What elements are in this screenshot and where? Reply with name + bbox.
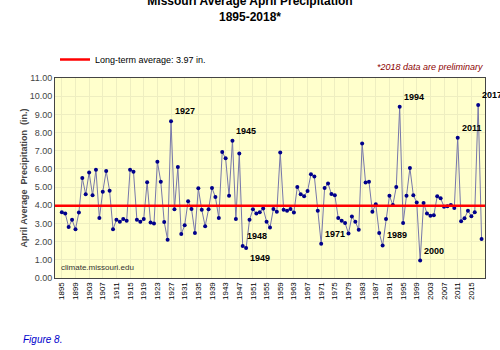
svg-text:climate.missouri.edu: climate.missouri.edu [61,263,134,272]
svg-text:5.00: 5.00 [35,182,53,192]
svg-text:11.00: 11.00 [30,73,52,83]
svg-text:1995: 1995 [399,282,408,300]
svg-text:1963: 1963 [289,282,298,300]
svg-text:1895: 1895 [57,282,66,300]
svg-text:1915: 1915 [126,282,135,300]
svg-text:1948: 1948 [247,231,267,241]
svg-text:1923: 1923 [153,282,162,300]
svg-text:10.00: 10.00 [30,91,53,101]
svg-text:1949: 1949 [250,253,270,263]
svg-text:1951: 1951 [249,282,258,300]
svg-text:1907: 1907 [98,282,107,300]
svg-text:1959: 1959 [276,282,285,300]
svg-text:1975: 1975 [330,282,339,300]
svg-text:1983: 1983 [358,282,367,300]
svg-text:1919: 1919 [139,282,148,300]
svg-text:1967: 1967 [303,282,312,300]
svg-text:2017: 2017 [482,90,500,100]
svg-text:*2018 data are preliminary: *2018 data are preliminary [377,62,483,72]
svg-text:1994: 1994 [404,92,424,102]
svg-text:6.00: 6.00 [35,164,53,174]
svg-text:1947: 1947 [235,282,244,300]
svg-text:2007: 2007 [440,282,449,300]
svg-text:1927: 1927 [167,282,176,300]
svg-text:1911: 1911 [112,282,121,300]
svg-text:2011: 2011 [453,282,462,300]
svg-text:Missouri Average April Precipi: Missouri Average April Precipitation1895… [147,0,352,24]
svg-text:1943: 1943 [221,282,230,300]
svg-text:1945: 1945 [236,126,256,136]
svg-text:1935: 1935 [194,282,203,300]
svg-text:2000: 2000 [424,246,444,256]
svg-text:Figure 8.: Figure 8. [23,334,62,345]
svg-text:1991: 1991 [385,282,394,300]
svg-text:April Average Precipitation: April Average Precipitation (in.) [19,109,29,248]
svg-text:1955: 1955 [262,282,271,300]
svg-text:1971: 1971 [325,229,345,239]
svg-text:0.00: 0.00 [35,273,53,283]
svg-text:1899: 1899 [71,282,80,300]
svg-text:1903: 1903 [85,282,94,300]
svg-text:1999: 1999 [412,282,421,300]
svg-text:2015: 2015 [467,282,476,300]
svg-text:1927: 1927 [175,106,195,116]
svg-text:3.00: 3.00 [35,219,53,229]
svg-text:2003: 2003 [426,282,435,300]
svg-text:2.00: 2.00 [35,237,53,247]
svg-text:2011: 2011 [462,123,482,133]
svg-text:1987: 1987 [371,282,380,300]
svg-text:1979: 1979 [344,282,353,300]
svg-text:4.00: 4.00 [35,200,53,210]
svg-text:1989: 1989 [387,230,407,240]
svg-text:1.00: 1.00 [35,255,53,265]
svg-text:9.00: 9.00 [35,110,53,120]
svg-text:1971: 1971 [317,282,326,300]
svg-text:7.00: 7.00 [35,146,53,156]
svg-text:1931: 1931 [180,282,189,300]
svg-text:8.00: 8.00 [35,128,53,138]
svg-text:1939: 1939 [208,282,217,300]
svg-text:Long-term average: 3.97 in.: Long-term average: 3.97 in. [95,55,206,65]
